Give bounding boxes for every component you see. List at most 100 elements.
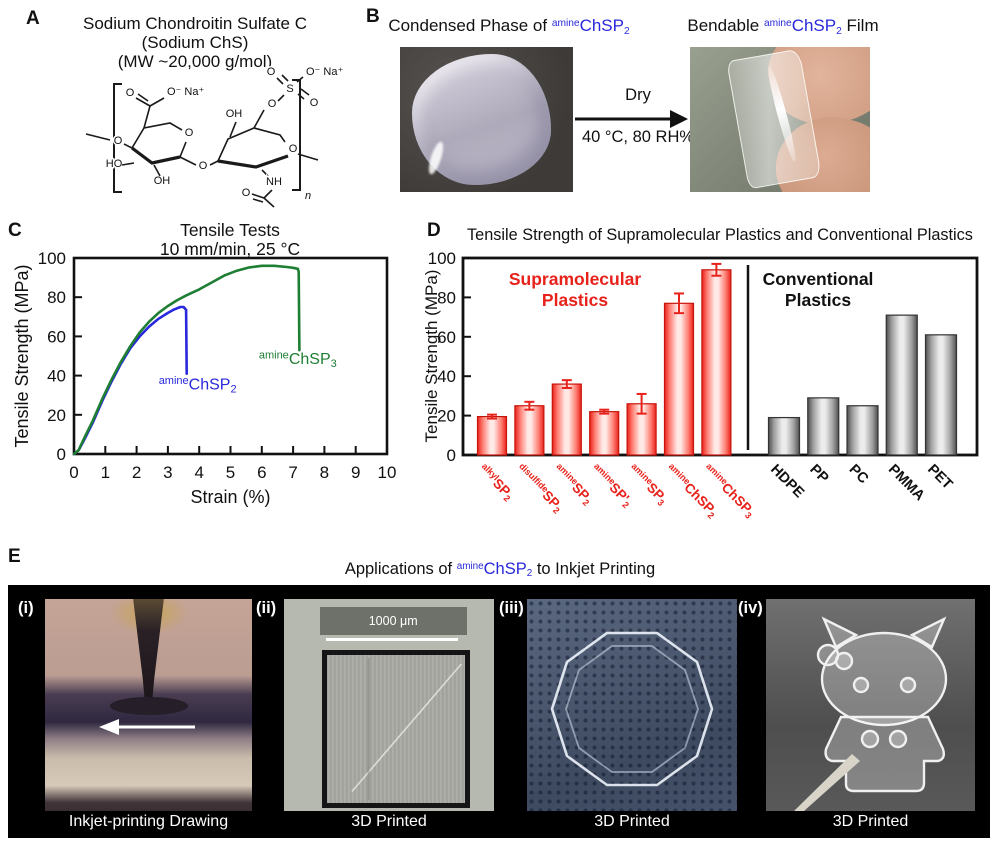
reaction-arrow xyxy=(575,110,688,128)
svg-text:HO: HO xyxy=(106,158,123,170)
svg-text:0: 0 xyxy=(57,445,66,464)
chondroitin-structure-drawing: n O O O O⁻ Na⁺ HO OH O O OH O S xyxy=(85,65,345,208)
svg-text:NH: NH xyxy=(266,176,282,188)
direction-arrow-icon xyxy=(99,719,195,735)
svg-text:Tensile Strength (MPa): Tensile Strength (MPa) xyxy=(12,264,32,447)
arrow-head xyxy=(670,110,688,128)
svg-text:O: O xyxy=(267,66,276,78)
panel-e-black-band: (i) Inkjet-printing Drawing (ii) 1000 μm xyxy=(8,585,990,838)
panel-a-title-line1: Sodium Chondroitin Sulfate C xyxy=(83,14,307,33)
svg-text:80: 80 xyxy=(437,288,456,307)
nozzle-droplet xyxy=(109,697,188,715)
svg-text:PP: PP xyxy=(806,462,831,487)
panel-e-title: Applications of amineChSP2 to Inkjet Pri… xyxy=(344,560,656,580)
svg-text:80: 80 xyxy=(47,288,66,307)
printed-polygon-ring xyxy=(550,631,714,787)
svg-text:OH: OH xyxy=(154,175,171,187)
printed-character-shape xyxy=(794,616,948,811)
svg-text:6: 6 xyxy=(257,463,266,482)
repeat-index: n xyxy=(305,190,311,202)
leather-texture xyxy=(527,599,737,811)
svg-text:O: O xyxy=(199,160,208,172)
image-iii-caption: 3D Printed xyxy=(594,813,670,830)
film-reflection xyxy=(763,64,799,164)
svg-text:100: 100 xyxy=(38,249,66,268)
svg-text:4: 4 xyxy=(194,463,203,482)
svg-text:20: 20 xyxy=(437,407,456,426)
svg-text:0: 0 xyxy=(69,463,78,482)
right-bracket xyxy=(292,79,301,191)
svg-text:alkylSP2: alkylSP2 xyxy=(475,461,518,504)
printed-ring-photo xyxy=(527,599,737,811)
svg-text:10 mm/min, 25 °C: 10 mm/min, 25 °C xyxy=(160,239,300,259)
panel-a-letter: A xyxy=(26,8,40,29)
svg-text:OH: OH xyxy=(226,108,243,120)
svg-text:HDPE: HDPE xyxy=(767,462,807,502)
svg-text:PC: PC xyxy=(846,462,872,488)
tensile-strength-bar-chart: 0 20 40 60 80 100 Tensile Strength (MPa) alkylS… xyxy=(425,249,979,521)
image-iii-tag: (iii) xyxy=(499,599,524,617)
svg-text:Conventional: Conventional xyxy=(763,269,874,289)
arrow-label-top: Dry xyxy=(625,86,651,104)
svg-text:O: O xyxy=(126,87,135,99)
bendable-film-photo xyxy=(690,47,870,192)
scale-bar-label: 1000 μm xyxy=(368,614,418,629)
image-iv-caption: 3D Printed xyxy=(832,813,909,830)
svg-text:O: O xyxy=(289,143,298,155)
image-iv-tag: (iv) xyxy=(738,599,763,617)
svg-text:Tensile Strength (MPa): Tensile Strength (MPa) xyxy=(425,270,441,443)
svg-text:amineSP3: amineSP3 xyxy=(624,461,671,508)
svg-text:40: 40 xyxy=(47,367,66,386)
svg-text:5: 5 xyxy=(226,463,235,482)
condensed-phase-photo xyxy=(400,47,573,192)
panel-e-letter: E xyxy=(8,546,21,567)
svg-text:amineChSP3: amineChSP3 xyxy=(259,349,337,370)
svg-text:20: 20 xyxy=(47,406,66,425)
square-diagonal-line xyxy=(327,655,466,803)
panel-b-left-title: Condensed Phase of amineChSP2 xyxy=(388,16,630,37)
svg-text:O: O xyxy=(242,187,251,199)
tweezers xyxy=(794,754,860,811)
svg-text:Tensile Tests: Tensile Tests xyxy=(180,220,280,240)
svg-text:O: O xyxy=(114,135,123,147)
svg-text:PMMA: PMMA xyxy=(885,462,928,505)
scale-bar xyxy=(326,638,459,642)
panel-d-title: Tensile Strength of Supramolecular Plast… xyxy=(467,226,973,244)
image-ii-tag: (ii) xyxy=(256,599,277,617)
svg-text:10: 10 xyxy=(378,463,397,482)
svg-text:7: 7 xyxy=(288,463,297,482)
svg-text:O⁻ Na⁺: O⁻ Na⁺ xyxy=(167,86,204,98)
svg-text:Strain (%): Strain (%) xyxy=(190,487,270,507)
svg-text:amineSP'2: amineSP'2 xyxy=(587,461,636,510)
svg-text:S: S xyxy=(286,83,293,95)
svg-text:PET: PET xyxy=(924,462,955,493)
panel-b-letter: B xyxy=(366,6,380,27)
svg-text:O: O xyxy=(185,127,194,139)
panel-a-title-line3: (MW ~20,000 g/mol) xyxy=(117,52,273,71)
printed-square xyxy=(321,649,471,809)
svg-text:Supramolecular: Supramolecular xyxy=(509,269,641,289)
svg-text:Plastics: Plastics xyxy=(785,290,851,310)
panel-a-title-line2: (Sodium ChS) xyxy=(141,33,249,52)
svg-text:0: 0 xyxy=(447,446,456,465)
svg-text:O: O xyxy=(268,98,277,110)
printed-figure-photo xyxy=(766,599,975,811)
panel-c-letter: C xyxy=(8,220,22,241)
panel-b-right-title: Bendable amineChSP2 Film xyxy=(687,16,879,37)
svg-text:100: 100 xyxy=(428,249,456,268)
svg-text:O: O xyxy=(310,97,319,109)
image-ii-caption: 3D Printed xyxy=(351,813,427,830)
svg-text:1: 1 xyxy=(101,463,110,482)
svg-text:amineChSP2: amineChSP2 xyxy=(159,375,237,396)
panel-d-letter: D xyxy=(427,220,441,241)
svg-text:60: 60 xyxy=(47,327,66,346)
left-bracket xyxy=(113,83,122,193)
svg-text:8: 8 xyxy=(320,463,329,482)
inkjet-printing-photo xyxy=(45,599,252,811)
image-i-tag: (i) xyxy=(18,599,34,617)
scale-bar-plate: 1000 μm xyxy=(319,607,467,636)
svg-text:60: 60 xyxy=(437,328,456,347)
image-i-caption: Inkjet-printing Drawing xyxy=(68,813,229,830)
